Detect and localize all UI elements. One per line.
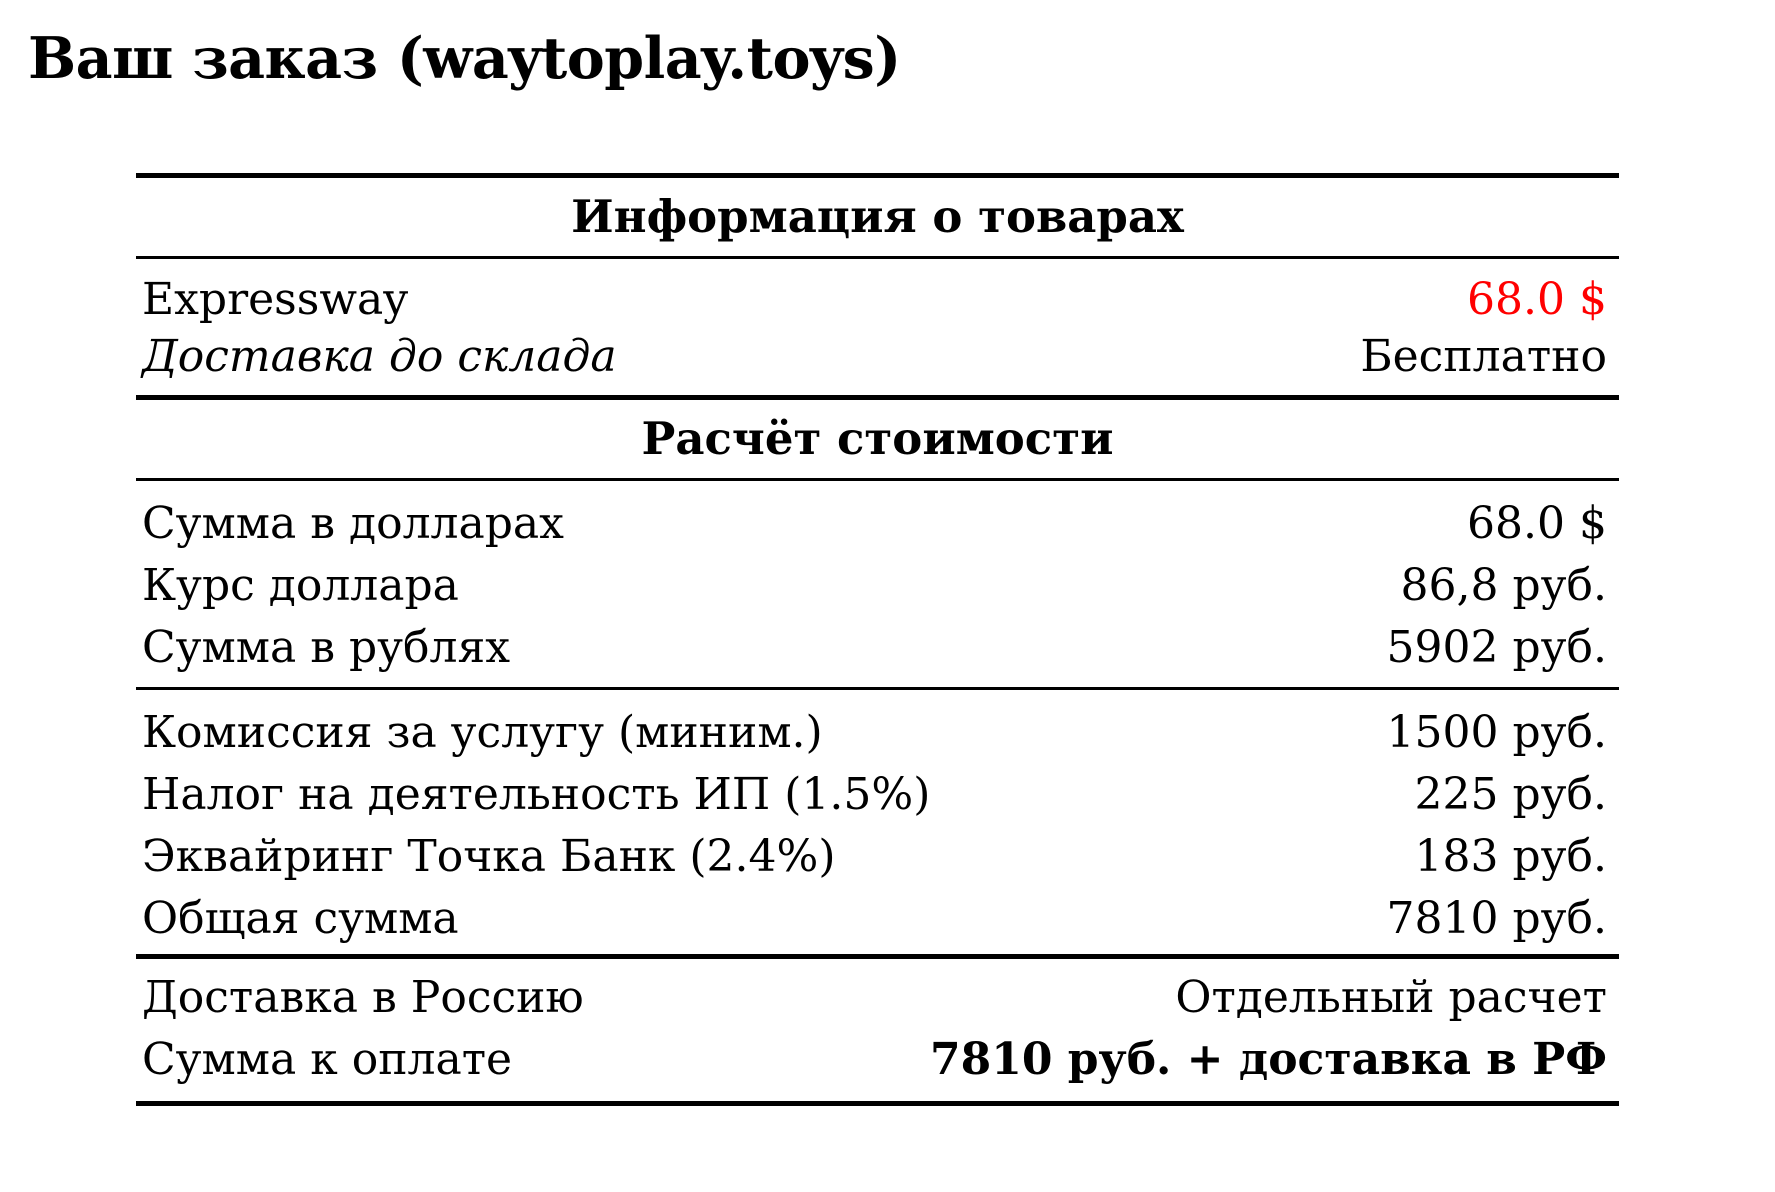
row-value-total: 7810 руб. + доставка в РФ — [929, 1034, 1607, 1085]
row-label: Курс доллара — [142, 560, 459, 611]
table-row: Expressway 68.0 $ — [136, 271, 1619, 328]
row-label: Сумма к оплате — [142, 1034, 513, 1085]
row-value: Отдельный расчет — [1175, 972, 1607, 1023]
table-row: Сумма в долларах 68.0 $ — [136, 493, 1619, 555]
table-row: Курс доллара 86,8 руб. — [136, 555, 1619, 617]
row-value: 68.0 $ — [1467, 274, 1607, 325]
row-value: 183 руб. — [1414, 831, 1608, 882]
row-label: Общая сумма — [142, 893, 459, 944]
amount-rows: Сумма в долларах 68.0 $ Курс доллара 86,… — [136, 481, 1619, 687]
table-bottom-rule — [136, 1101, 1619, 1106]
row-value: 86,8 руб. — [1400, 560, 1608, 611]
table-row: Доставка в Россию Отдельный расчет — [136, 967, 1619, 1029]
table-rule — [136, 687, 1619, 690]
table-rule — [136, 256, 1619, 259]
row-value: 5902 руб. — [1386, 622, 1608, 673]
row-value: 225 руб. — [1414, 769, 1608, 820]
table-rule — [136, 395, 1619, 400]
table-row: Сумма к оплате 7810 руб. + доставка в РФ — [136, 1029, 1619, 1091]
section-header-cost: Расчёт стоимости — [641, 412, 1114, 465]
table-row: Эквайринг Точка Банк (2.4%) 183 руб. — [136, 826, 1619, 888]
row-label: Доставка до склада — [142, 331, 617, 382]
table-row: Комиссия за услугу (миним.) 1500 руб. — [136, 702, 1619, 764]
row-label: Доставка в Россию — [142, 972, 584, 1023]
row-label: Expressway — [142, 274, 409, 325]
table-top-rule — [136, 173, 1619, 178]
row-value: 1500 руб. — [1386, 707, 1608, 758]
section-header-products: Информация о товарах — [571, 190, 1184, 243]
order-table: Информация о товарах Expressway 68.0 $ Д… — [136, 173, 1619, 1106]
row-value: Бесплатно — [1360, 331, 1607, 382]
table-rule — [136, 478, 1619, 481]
row-value: 7810 руб. — [1386, 893, 1608, 944]
fee-rows: Комиссия за услугу (миним.) 1500 руб. На… — [136, 690, 1619, 954]
row-label: Комиссия за услугу (миним.) — [142, 707, 823, 758]
table-rule — [136, 954, 1619, 959]
row-value: 68.0 $ — [1467, 498, 1607, 549]
row-label: Эквайринг Точка Банк (2.4%) — [142, 831, 836, 882]
total-rows: Доставка в Россию Отдельный расчет Сумма… — [136, 959, 1619, 1101]
table-row: Налог на деятельность ИП (1.5%) 225 руб. — [136, 764, 1619, 826]
row-label: Сумма в рублях — [142, 622, 511, 673]
row-label: Сумма в долларах — [142, 498, 564, 549]
table-row: Доставка до склада Бесплатно — [136, 328, 1619, 385]
product-rows: Expressway 68.0 $ Доставка до склада Бес… — [136, 259, 1619, 395]
row-label: Налог на деятельность ИП (1.5%) — [142, 769, 931, 820]
table-row: Сумма в рублях 5902 руб. — [136, 617, 1619, 679]
table-row: Общая сумма 7810 руб. — [136, 888, 1619, 950]
page-title: Ваш заказ (waytoplay.toys) — [28, 25, 901, 92]
